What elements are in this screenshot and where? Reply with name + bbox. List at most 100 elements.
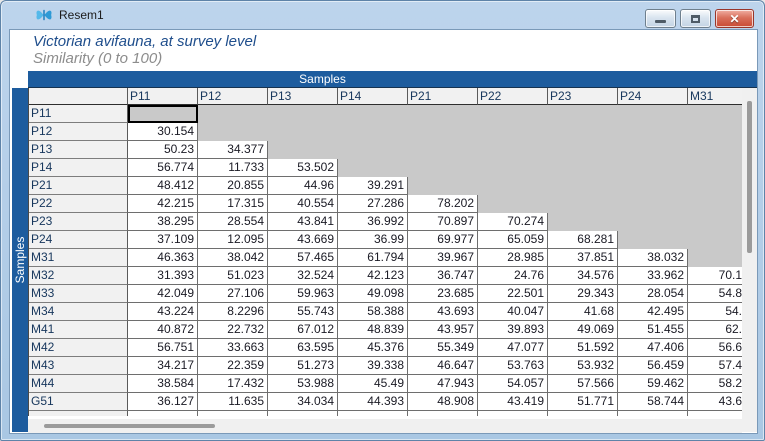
matrix-cell[interactable]: 70.897 — [408, 213, 478, 231]
matrix-cell[interactable]: 46.363 — [128, 249, 198, 267]
matrix-cell[interactable]: 67.012 — [268, 321, 338, 339]
matrix-cell[interactable]: 53.932 — [548, 357, 618, 375]
matrix-cell[interactable]: 22.732 — [198, 321, 268, 339]
column-header-P14[interactable]: P14 — [338, 88, 408, 105]
matrix-cell[interactable]: 12.095 — [198, 231, 268, 249]
matrix-cell[interactable]: 54.057 — [478, 375, 548, 393]
column-header-P11[interactable]: P11 — [128, 88, 198, 105]
matrix-cell[interactable]: 44.96 — [268, 177, 338, 195]
matrix-cell[interactable]: 38.295 — [128, 213, 198, 231]
matrix-cell[interactable]: 40.554 — [268, 195, 338, 213]
matrix-cell[interactable]: 41.68 — [548, 303, 618, 321]
matrix-cell[interactable]: 36.992 — [338, 213, 408, 231]
matrix-cell[interactable]: 53.763 — [478, 357, 548, 375]
matrix-cell[interactable] — [338, 411, 408, 416]
matrix-cell[interactable] — [688, 411, 742, 416]
matrix-cell[interactable]: 43.669 — [268, 231, 338, 249]
matrix-cell[interactable]: 53.988 — [268, 375, 338, 393]
row-header-M44[interactable]: M44 — [29, 375, 128, 393]
row-header-M34[interactable]: M34 — [29, 303, 128, 321]
matrix-cell[interactable]: 28.554 — [198, 213, 268, 231]
matrix-cell[interactable]: 29.343 — [548, 285, 618, 303]
matrix-cell[interactable] — [408, 411, 478, 416]
matrix-cell[interactable]: 55.349 — [408, 339, 478, 357]
row-header-P21[interactable]: P21 — [29, 177, 128, 195]
column-header-M31[interactable]: M31 — [688, 88, 742, 105]
matrix-cell[interactable]: 57.465 — [268, 249, 338, 267]
matrix-cell[interactable]: 43.224 — [128, 303, 198, 321]
selected-cell[interactable] — [128, 105, 198, 123]
matrix-cell[interactable]: 34.377 — [198, 141, 268, 159]
row-header-G51[interactable]: G51 — [29, 393, 128, 411]
row-header-P22[interactable]: P22 — [29, 195, 128, 213]
matrix-cell[interactable]: 42.123 — [338, 267, 408, 285]
matrix-cell[interactable]: 34.576 — [548, 267, 618, 285]
matrix-cell[interactable]: 37.109 — [128, 231, 198, 249]
row-header-P23[interactable]: P23 — [29, 213, 128, 231]
matrix-cell[interactable]: 42.215 — [128, 195, 198, 213]
matrix-cell[interactable]: 24.76 — [478, 267, 548, 285]
matrix-cell[interactable]: 45.49 — [338, 375, 408, 393]
matrix-cell[interactable] — [618, 411, 688, 416]
matrix-cell[interactable]: 31.393 — [128, 267, 198, 285]
row-header-partial[interactable] — [29, 411, 128, 416]
row-header-M43[interactable]: M43 — [29, 357, 128, 375]
column-header-P22[interactable]: P22 — [478, 88, 548, 105]
matrix-cell[interactable] — [268, 411, 338, 416]
matrix-cell[interactable]: 47.406 — [618, 339, 688, 357]
matrix-cell[interactable]: 39.893 — [478, 321, 548, 339]
matrix-cell[interactable]: 43.419 — [478, 393, 548, 411]
matrix-cell[interactable]: 34.217 — [128, 357, 198, 375]
matrix-cell[interactable]: 55.743 — [268, 303, 338, 321]
matrix-cell[interactable]: 39.291 — [338, 177, 408, 195]
matrix-cell[interactable]: 33.962 — [618, 267, 688, 285]
matrix-cell[interactable]: 51.455 — [618, 321, 688, 339]
matrix-cell[interactable]: 38.584 — [128, 375, 198, 393]
matrix-cell[interactable] — [198, 411, 268, 416]
matrix-cell[interactable]: 40.047 — [478, 303, 548, 321]
matrix-cell[interactable]: 50.23 — [128, 141, 198, 159]
matrix-cell[interactable]: 36.747 — [408, 267, 478, 285]
matrix-cell[interactable]: 70.1 — [688, 267, 742, 285]
row-header-P11[interactable]: P11 — [29, 105, 128, 123]
matrix-cell[interactable]: 56.751 — [128, 339, 198, 357]
matrix-cell[interactable]: 43.841 — [268, 213, 338, 231]
column-header-P23[interactable]: P23 — [548, 88, 618, 105]
matrix-cell[interactable]: 56.6 — [688, 339, 742, 357]
matrix-cell[interactable]: 51.023 — [198, 267, 268, 285]
matrix-cell[interactable]: 37.851 — [548, 249, 618, 267]
matrix-cell[interactable]: 65.059 — [478, 231, 548, 249]
matrix-cell[interactable]: 57.4 — [688, 357, 742, 375]
column-header-P21[interactable]: P21 — [408, 88, 478, 105]
matrix-cell[interactable]: 54. — [688, 303, 742, 321]
horizontal-scrollbar-thumb[interactable] — [44, 424, 215, 428]
matrix-cell[interactable]: 39.338 — [338, 357, 408, 375]
matrix-cell[interactable]: 28.985 — [478, 249, 548, 267]
matrix-cell[interactable]: 49.069 — [548, 321, 618, 339]
matrix-cell[interactable]: 43.693 — [408, 303, 478, 321]
matrix-cell[interactable]: 23.685 — [408, 285, 478, 303]
row-header-P14[interactable]: P14 — [29, 159, 128, 177]
matrix-cell[interactable]: 62. — [688, 321, 742, 339]
row-header-P13[interactable]: P13 — [29, 141, 128, 159]
matrix-cell[interactable]: 49.098 — [338, 285, 408, 303]
matrix-cell[interactable]: 36.99 — [338, 231, 408, 249]
matrix-cell[interactable]: 53.502 — [268, 159, 338, 177]
matrix-cell[interactable] — [548, 411, 618, 416]
row-header-M32[interactable]: M32 — [29, 267, 128, 285]
grid-viewport[interactable]: P11 P12 P13 P14 P21 P22 P23 P24 M31 P11 P12 30.154 P… — [28, 88, 742, 416]
matrix-cell[interactable] — [128, 411, 198, 416]
matrix-cell[interactable]: 22.501 — [478, 285, 548, 303]
matrix-cell[interactable]: 48.839 — [338, 321, 408, 339]
matrix-cell[interactable]: 48.412 — [128, 177, 198, 195]
matrix-cell[interactable]: 56.774 — [128, 159, 198, 177]
matrix-cell[interactable]: 40.872 — [128, 321, 198, 339]
matrix-cell[interactable]: 46.647 — [408, 357, 478, 375]
matrix-cell[interactable]: 33.663 — [198, 339, 268, 357]
maximize-button[interactable] — [680, 9, 711, 28]
matrix-cell[interactable]: 11.635 — [198, 393, 268, 411]
matrix-cell[interactable]: 22.359 — [198, 357, 268, 375]
matrix-cell[interactable]: 70.274 — [478, 213, 548, 231]
matrix-cell[interactable]: 48.908 — [408, 393, 478, 411]
matrix-cell[interactable]: 30.154 — [128, 123, 198, 141]
